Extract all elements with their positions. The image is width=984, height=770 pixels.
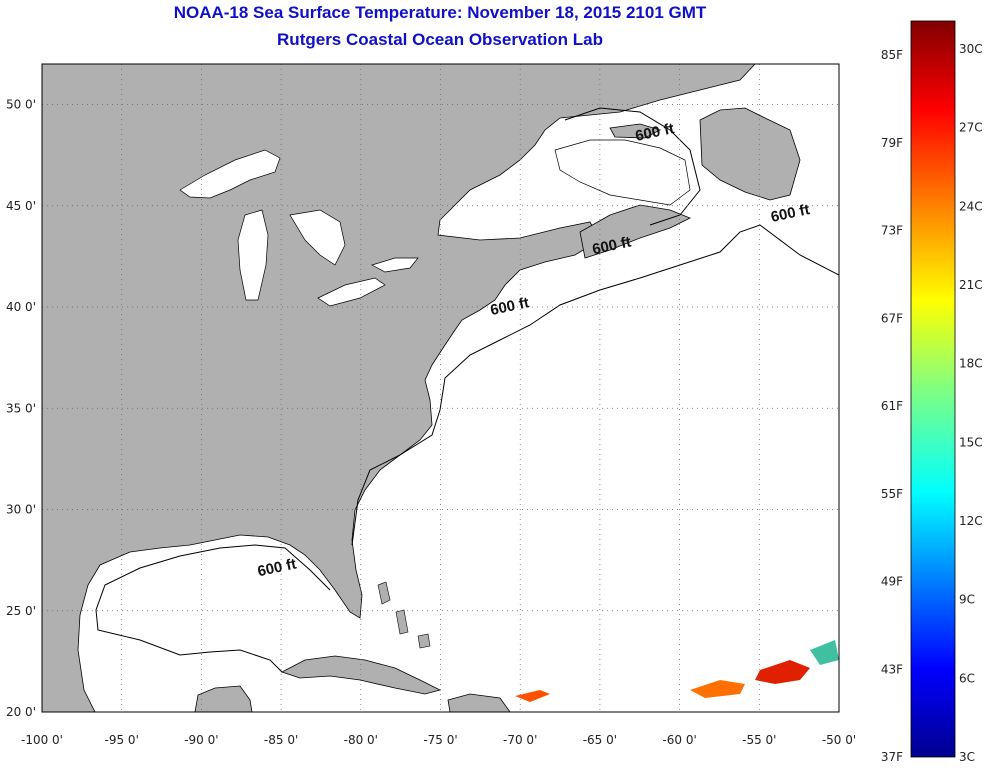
colorbar-c-label: 18C bbox=[959, 357, 983, 371]
x-tick-label: -55 0' bbox=[742, 733, 776, 747]
lake-superior bbox=[179, 149, 281, 199]
land-layer bbox=[42, 64, 801, 712]
colorbar-c-label: 27C bbox=[959, 121, 983, 135]
y-tick-label: 25 0' bbox=[6, 604, 36, 618]
x-tick-label: -80 0' bbox=[344, 733, 378, 747]
y-tick-label: 45 0' bbox=[6, 199, 36, 213]
x-tick-label: -50 0' bbox=[822, 733, 856, 747]
x-tick-label: -95 0' bbox=[105, 733, 139, 747]
lake-michigan bbox=[237, 209, 269, 301]
sst-patch-green bbox=[810, 640, 839, 665]
x-tick-label: -60 0' bbox=[662, 733, 696, 747]
colorbar-c-label: 21C bbox=[959, 278, 983, 292]
colorbar-f-label: 37F bbox=[881, 750, 903, 764]
x-tick-label: -90 0' bbox=[184, 733, 218, 747]
colorbar-c-label: 24C bbox=[959, 199, 983, 213]
y-tick-label: 50 0' bbox=[6, 98, 36, 112]
great-lakes bbox=[179, 139, 691, 307]
colorbar bbox=[910, 20, 956, 758]
lake-huron bbox=[289, 209, 346, 266]
land-hispaniola bbox=[447, 693, 511, 712]
colorbar-f-label: 43F bbox=[881, 662, 903, 676]
sst-patch-orange bbox=[690, 680, 745, 698]
axis-ticks: -100 0' -95 0' -90 0' -85 0' -80 0' -75 0' -70… bbox=[6, 98, 856, 748]
sst-patch-red bbox=[755, 660, 810, 684]
colorbar-f-label: 55F bbox=[881, 487, 903, 501]
colorbar-c-label: 12C bbox=[959, 514, 983, 528]
lake-erie bbox=[317, 277, 386, 307]
land-north-america bbox=[42, 64, 756, 712]
x-tick-label: -85 0' bbox=[264, 733, 298, 747]
colorbar-c-label: 9C bbox=[959, 593, 975, 607]
colorbar-f-label: 79F bbox=[881, 136, 903, 150]
isobath-contours bbox=[95, 107, 839, 673]
colorbar-c-label: 30C bbox=[959, 42, 983, 56]
land-bahamas bbox=[377, 581, 431, 649]
y-tick-label: 20 0' bbox=[6, 705, 36, 719]
colorbar-f-label: 73F bbox=[881, 224, 903, 238]
isobath-gulf bbox=[95, 544, 331, 673]
colorbar-labels: 85F 79F 73F 67F 61F 55F 49F 43F 37F 30C 27C 24C 21C 1… bbox=[881, 42, 983, 764]
colorbar-c-label: 6C bbox=[959, 671, 975, 685]
sst-data-layer bbox=[515, 640, 839, 702]
y-tick-label: 35 0' bbox=[6, 401, 36, 415]
sst-patch-small bbox=[515, 690, 550, 702]
colorbar-f-label: 61F bbox=[881, 399, 903, 413]
isobath-gulf-stlawrence bbox=[564, 107, 701, 226]
map-frame bbox=[41, 63, 840, 713]
land-anticosti bbox=[609, 123, 662, 139]
y-tick-label: 30 0' bbox=[6, 503, 36, 517]
map-subtitle: Rutgers Coastal Ocean Observation Lab bbox=[277, 30, 603, 49]
colorbar-c-label: 3C bbox=[959, 750, 975, 764]
land-newfoundland bbox=[699, 107, 801, 201]
y-tick-label: 40 0' bbox=[6, 300, 36, 314]
colorbar-f-label: 85F bbox=[881, 48, 903, 62]
x-tick-label: -70 0' bbox=[503, 733, 537, 747]
isobath-east-coast bbox=[351, 224, 839, 546]
land-nova-scotia bbox=[579, 204, 691, 259]
graticule bbox=[42, 64, 839, 712]
colorbar-c-label: 15C bbox=[959, 435, 983, 449]
map-title: NOAA-18 Sea Surface Temperature: Novembe… bbox=[173, 3, 707, 22]
colorbar-f-label: 67F bbox=[881, 311, 903, 325]
lake-ontario bbox=[371, 257, 419, 273]
x-tick-label: -65 0' bbox=[583, 733, 617, 747]
gulf-st-lawrence bbox=[554, 139, 691, 206]
colorbar-f-label: 49F bbox=[881, 575, 903, 589]
x-tick-label: -75 0' bbox=[423, 733, 457, 747]
x-tick-label: -100 0' bbox=[21, 733, 63, 747]
land-yucatan bbox=[194, 685, 253, 712]
